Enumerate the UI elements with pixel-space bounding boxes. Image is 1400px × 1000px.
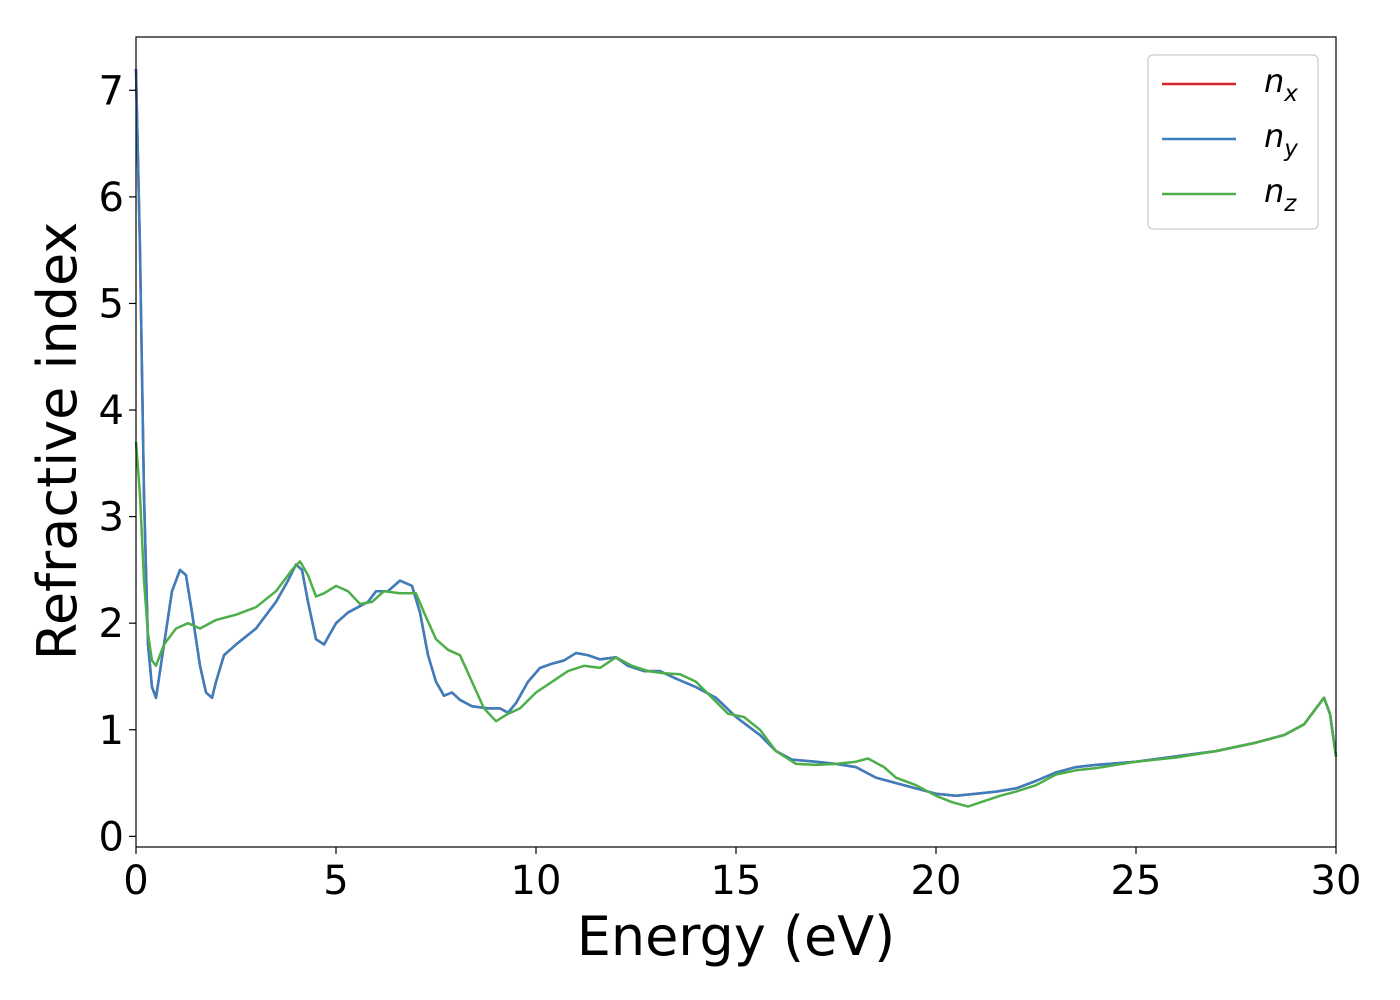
x-axis-title: Energy (eV) bbox=[577, 905, 896, 968]
y-tick-label: 4 bbox=[99, 388, 124, 434]
x-tick-label: 20 bbox=[911, 858, 962, 904]
legend-label-z: nz bbox=[1264, 172, 1297, 217]
y-tick-label: 5 bbox=[99, 281, 124, 327]
x-tick-label: 5 bbox=[323, 858, 348, 904]
legend-label-main: n bbox=[1264, 172, 1284, 210]
legend-label-subscript: x bbox=[1283, 81, 1298, 107]
x-tick-label: 15 bbox=[711, 858, 762, 904]
plot-lines bbox=[134, 68, 1338, 808]
series-line-z bbox=[134, 441, 1338, 808]
legend-label-y: ny bbox=[1264, 117, 1298, 162]
y-axis: 0 1 2 3 4 5 6 7 bbox=[99, 68, 136, 860]
x-tick-label: 30 bbox=[1311, 858, 1362, 904]
y-tick-label: 7 bbox=[99, 68, 124, 114]
series-line-y bbox=[134, 68, 1338, 798]
y-tick-label: 6 bbox=[99, 175, 124, 221]
x-axis: 0 5 10 15 20 25 30 bbox=[123, 847, 1361, 904]
y-tick-label: 3 bbox=[99, 495, 124, 541]
legend-label-subscript: z bbox=[1283, 191, 1297, 217]
x-tick-label: 25 bbox=[1111, 858, 1162, 904]
legend-label-x: nx bbox=[1264, 62, 1298, 107]
y-tick-label: 2 bbox=[99, 601, 124, 647]
y-tick-label: 0 bbox=[99, 814, 124, 860]
legend-label-main: n bbox=[1264, 62, 1284, 100]
y-tick-label: 1 bbox=[99, 708, 124, 754]
legend-box bbox=[1147, 54, 1319, 230]
x-tick-label: 10 bbox=[511, 858, 562, 904]
legend-label-subscript: y bbox=[1283, 136, 1298, 162]
x-tick-label: 0 bbox=[123, 858, 148, 904]
legend-label-main: n bbox=[1264, 117, 1284, 155]
y-axis-title: Refractive index bbox=[26, 222, 89, 661]
